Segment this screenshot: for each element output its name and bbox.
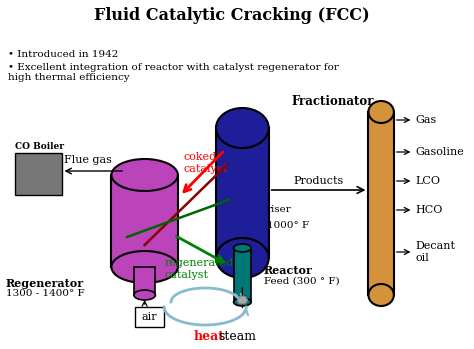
- Ellipse shape: [368, 101, 394, 123]
- Ellipse shape: [234, 244, 251, 252]
- Ellipse shape: [234, 298, 251, 306]
- Text: CO Boiler: CO Boiler: [15, 142, 64, 151]
- Text: Decant
oil: Decant oil: [415, 241, 456, 263]
- Text: riser: riser: [267, 206, 292, 215]
- FancyBboxPatch shape: [135, 307, 164, 327]
- Text: Regenerator: Regenerator: [6, 278, 84, 289]
- Text: Products: Products: [293, 176, 344, 186]
- Ellipse shape: [368, 284, 394, 306]
- Ellipse shape: [111, 251, 178, 283]
- FancyBboxPatch shape: [15, 153, 62, 195]
- Ellipse shape: [237, 296, 247, 304]
- Ellipse shape: [111, 159, 178, 191]
- Text: 1000° F: 1000° F: [267, 221, 309, 230]
- Text: Gasoline: Gasoline: [415, 147, 464, 157]
- FancyBboxPatch shape: [368, 112, 394, 295]
- Text: LCO: LCO: [415, 176, 440, 186]
- Text: 1300 - 1400° F: 1300 - 1400° F: [6, 289, 84, 298]
- FancyBboxPatch shape: [134, 267, 155, 295]
- Text: regenerated
catalyst: regenerated catalyst: [164, 258, 233, 280]
- Text: • Excellent integration of reactor with catalyst regenerator for
high thermal ef: • Excellent integration of reactor with …: [8, 63, 339, 82]
- FancyBboxPatch shape: [216, 128, 269, 258]
- Text: HCO: HCO: [415, 205, 443, 215]
- Text: Gas: Gas: [415, 115, 437, 125]
- Ellipse shape: [216, 108, 269, 148]
- FancyBboxPatch shape: [234, 248, 251, 302]
- Text: air: air: [142, 312, 157, 322]
- Text: • Introduced in 1942: • Introduced in 1942: [8, 50, 118, 59]
- Ellipse shape: [216, 238, 269, 278]
- Text: heat: heat: [194, 329, 225, 342]
- Ellipse shape: [134, 290, 155, 300]
- Text: coked
catalyst: coked catalyst: [184, 152, 228, 173]
- Text: steam: steam: [219, 329, 256, 342]
- Text: Reactor: Reactor: [264, 265, 313, 276]
- Text: Feed (300 ° F): Feed (300 ° F): [264, 277, 339, 286]
- Text: Fluid Catalytic Cracking (FCC): Fluid Catalytic Cracking (FCC): [94, 7, 369, 24]
- FancyBboxPatch shape: [111, 175, 178, 267]
- Text: Fractionator: Fractionator: [291, 95, 374, 108]
- Text: Flue gas: Flue gas: [64, 155, 111, 165]
